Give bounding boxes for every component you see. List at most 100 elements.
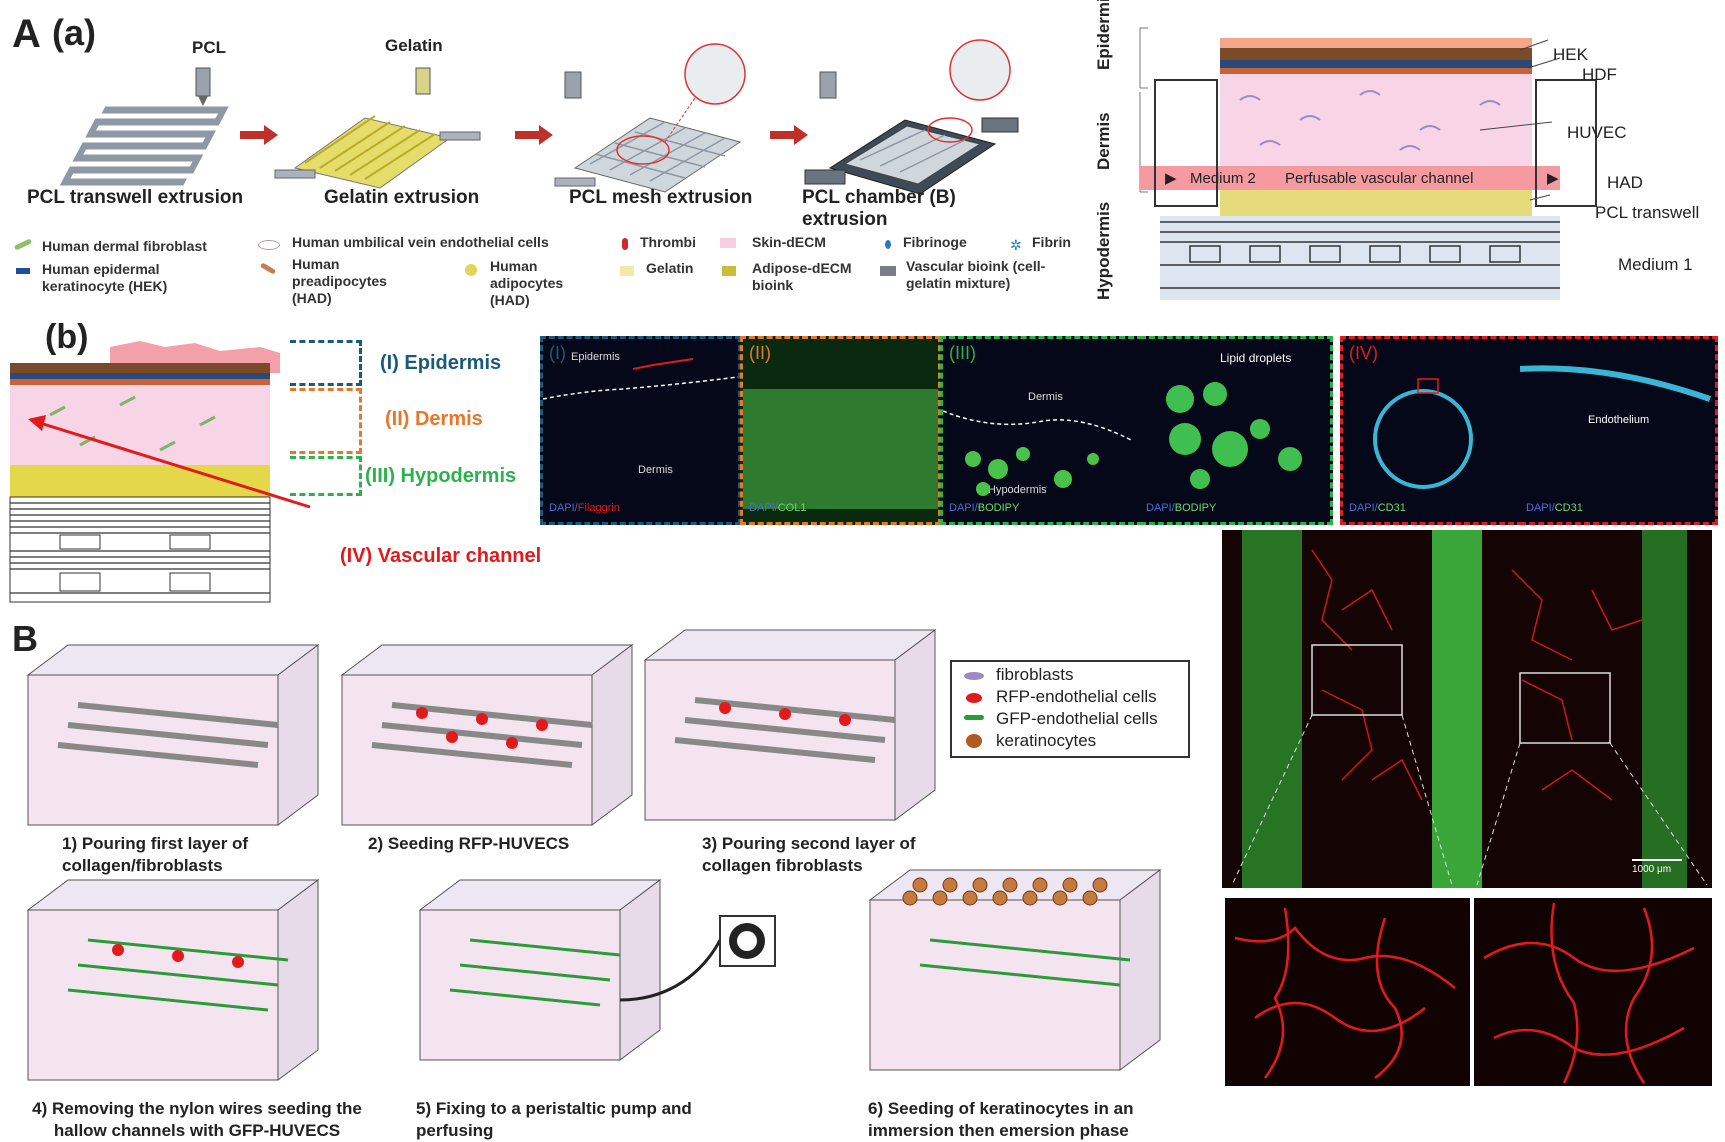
label-had: HAD [1607, 173, 1643, 192]
micrograph-dermis-band [743, 389, 938, 509]
legend-gelatin-icon [620, 266, 634, 276]
roman-i: (I) [549, 343, 566, 363]
legend-hek: Human epidermal keratinocyte (HEK) [42, 261, 168, 294]
zoom-right-art [1483, 902, 1695, 1084]
legend-skin-decm: Skin-dECM [752, 234, 826, 250]
roman-iv: (IV) [1349, 343, 1378, 363]
step-label-4: PCL chamber (B) extrusion [802, 187, 956, 230]
label-channel: Perfusable vascular channel [1285, 170, 1474, 187]
caption-step-2: 2) Seeding RFP-HUVECS [368, 834, 570, 853]
gfp-cell-icon [964, 715, 984, 720]
label-pcl-transwell: PCL transwell [1595, 203, 1700, 222]
bracket-dermis [290, 388, 362, 454]
roman-ii: (II) [749, 343, 771, 363]
pcl-transwell-illustration [59, 67, 229, 186]
step-box-2 [340, 644, 634, 826]
micrograph-lipid-art [1166, 382, 1302, 489]
step-box-6 [868, 869, 1162, 1071]
gelatin-illustration [274, 67, 481, 189]
legend-fibrin: Fibrin [1032, 234, 1071, 250]
legend-adipose-icon [722, 266, 736, 276]
rfp-cell-icon [966, 693, 982, 703]
legend-huvec-icon [258, 240, 280, 250]
legend-vascular-bioink-icon [880, 266, 896, 276]
step-label-1: PCL transwell extrusion [27, 187, 244, 208]
label-hdf: HDF [1582, 65, 1617, 84]
fibroblast-icon [964, 672, 984, 680]
micrograph-stain-6: DAPI/CD31 [1526, 502, 1583, 514]
step-box-1 [26, 644, 320, 826]
skin-cross-section: Epidermis Dermis Hypodermis ▶ ▶ [1094, 0, 1720, 310]
micrograph-vascular-art [1373, 378, 1473, 489]
micrograph-hypodermis-art [943, 410, 1134, 496]
cross-section-art: ▶ ▶ [1139, 27, 1597, 300]
legend-fibroblast: Human dermal fibroblast [42, 238, 207, 254]
micrograph-stain-5: DAPI/CD31 [1349, 502, 1406, 514]
nozzle-label-pcl: PCL [192, 38, 226, 57]
layer-epidermis-label: (I) Epidermis [380, 352, 502, 374]
step-box-3 [643, 629, 937, 821]
micrograph-tag-epidermis: Epidermis [571, 351, 620, 363]
legend-adipocyte-icon [465, 264, 477, 276]
micrograph-hypodermis: (III) Dermis Hypodermis DAPI/BODIPY [940, 336, 1143, 525]
bracket-epidermis [290, 340, 362, 386]
scale-bar-label: 1000 μm [1632, 864, 1672, 875]
arrow-3 [770, 125, 808, 145]
vascular-zoom-right [1474, 898, 1712, 1086]
svg-text:▶: ▶ [1165, 170, 1177, 187]
gfp-channel-center [1432, 530, 1482, 888]
arrow-1 [240, 125, 278, 145]
step-box-5 [418, 879, 776, 1061]
layer-vascular-label: (IV) Vascular channel [340, 545, 542, 567]
legend-thrombi: Thrombi [640, 234, 696, 250]
legend-fibrin-icon: ✲ [1010, 237, 1022, 253]
vascular-network-art [1231, 549, 1708, 886]
micrograph-stain-1: DAPI/Filaggrin [549, 502, 620, 514]
zoom-left-art [1234, 907, 1456, 1079]
step-gelatin: Gelatin Gelatin extrusion [274, 30, 481, 210]
micrograph-tag-lipid: Lipid droplets [1220, 351, 1292, 365]
pcl-chamber-illustration [804, 39, 1019, 195]
vascular-overview-micrograph: 1000 μm [1222, 530, 1712, 888]
legend-b-rfp: RFP-endothelial cells [996, 687, 1157, 706]
step-label-2: Gelatin extrusion [324, 187, 480, 208]
label-medium-1: Medium 1 [1618, 255, 1693, 274]
label-hek: HEK [1553, 45, 1588, 64]
legend-gelatin: Gelatin [646, 260, 694, 276]
legend-preadipocyte-icon [259, 262, 277, 275]
gfp-channel-left [1242, 530, 1302, 888]
svg-text:▶: ▶ [1547, 170, 1559, 187]
micrograph-stain-4: DAPI/BODIPY [1146, 502, 1217, 514]
micrograph-stain-3: DAPI/BODIPY [949, 502, 1020, 514]
panel-b-legend: fibroblasts RFP-endothelial cells GFP-en… [950, 660, 1190, 758]
tissue-layer-diagram [9, 341, 311, 603]
legend-b-keratinocytes: keratinocytes [996, 731, 1097, 750]
layer-hypodermis-label: (III) Hypodermis [365, 465, 517, 487]
micrograph-endothelium-art [1520, 365, 1711, 402]
panel-a-legend: Human dermal fibroblast Human epidermal … [10, 234, 1071, 308]
legend-fibroblast-icon [13, 238, 33, 251]
micrograph-endothelium: Endothelium DAPI/CD31 [1520, 336, 1718, 525]
bracket-hypodermis [290, 456, 362, 496]
caption-step-4: 4) Removing the nylon wires seeding the h… [32, 1099, 362, 1140]
nozzle-label-gelatin: Gelatin [385, 36, 443, 55]
micrograph-epidermis: (I) Epidermis Dermis DAPI/Filaggrin [540, 336, 741, 525]
legend-adipocyte: Human adipocytes (HAD) [490, 258, 564, 308]
legend-preadipocyte: Human preadipocytes (HAD) [292, 256, 387, 306]
caption-step-5: 5) Fixing to a peristaltic pump and perfu… [416, 1099, 692, 1140]
layer-dermis-label: (II) Dermis [385, 408, 483, 430]
panel-a-sub-b: (b) [45, 318, 89, 356]
micrograph-tag-dermis-3: Dermis [1028, 391, 1063, 403]
micrograph-dermis: (II) DAPI/COL1 [740, 336, 941, 525]
legend-hek-icon [16, 268, 30, 274]
pcl-mesh-illustration [554, 43, 746, 193]
step-pcl-mesh: PCL mesh extrusion [554, 30, 775, 210]
step-pcl-chamber: PCL chamber (B) extrusion [800, 30, 1040, 230]
legend-b-fibroblasts: fibroblasts [996, 665, 1074, 684]
micrograph-stain-2: DAPI/COL1 [749, 502, 807, 514]
micrograph-lipid-droplets: Lipid droplets DAPI/BODIPY [1140, 336, 1333, 525]
micrograph-tag-dermis: Dermis [638, 464, 673, 476]
legend-huvec: Human umbilical vein endothelial cells [292, 234, 549, 250]
label-huvec: HUVEC [1567, 123, 1627, 142]
panel-b-letter: B [12, 618, 38, 659]
